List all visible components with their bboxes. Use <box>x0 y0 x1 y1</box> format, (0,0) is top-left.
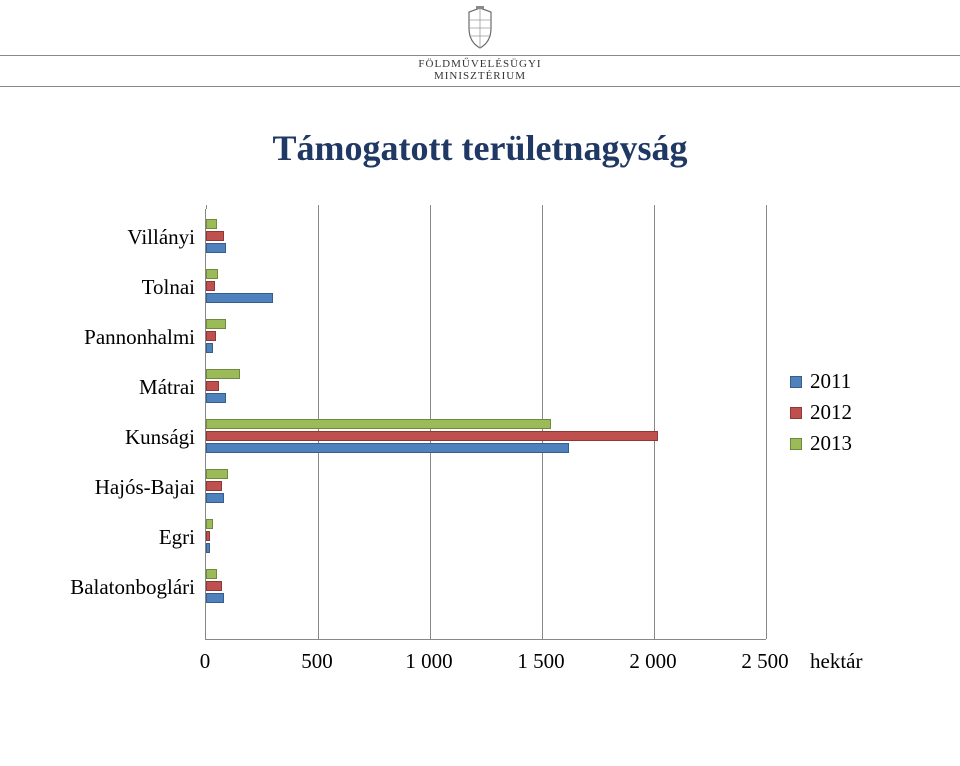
bar-2012 <box>206 331 216 341</box>
chart: Villányi Tolnai Pannonhalmi Mátrai Kunsági Ha… <box>50 209 910 709</box>
bar-2011 <box>206 443 569 453</box>
y-tick-label: Mátrai <box>50 375 195 400</box>
y-axis-labels: Villányi Tolnai Pannonhalmi Mátrai Kunsági Ha… <box>50 209 195 639</box>
legend-swatch-2013 <box>790 438 802 450</box>
chart-title: Támogatott területnagyság <box>0 127 960 169</box>
axis-tick <box>654 205 655 209</box>
bar-2011 <box>206 343 213 353</box>
legend-item-2013: 2013 <box>790 431 852 456</box>
bar-2013 <box>206 319 226 329</box>
axis-tick <box>766 205 767 209</box>
y-tick-label: Egri <box>50 525 195 550</box>
bar-2013 <box>206 469 228 479</box>
header-rule-bottom <box>0 86 960 87</box>
x-axis-labels: 05001 0001 5002 0002 500 <box>205 639 765 679</box>
y-tick-label: Villányi <box>50 225 195 250</box>
legend-swatch-2012 <box>790 407 802 419</box>
ministry-name-line2: MINISZTÉRIUM <box>0 70 960 82</box>
y-tick-label: Kunsági <box>50 425 195 450</box>
legend-item-2012: 2012 <box>790 400 852 425</box>
page-header: FÖLDMŰVELÉSÜGYI MINISZTÉRIUM <box>0 0 960 87</box>
x-tick-label: 2 500 <box>741 649 788 674</box>
x-tick-label: 500 <box>301 649 333 674</box>
x-tick-label: 2 000 <box>629 649 676 674</box>
bar-2013 <box>206 269 218 279</box>
bar-2012 <box>206 431 658 441</box>
gridline <box>654 209 655 639</box>
bar-2012 <box>206 481 222 491</box>
y-tick-label: Balatonboglári <box>50 575 195 600</box>
bar-2013 <box>206 569 217 579</box>
legend-label-2011: 2011 <box>810 369 851 394</box>
bar-2011 <box>206 493 224 503</box>
x-tick-label: 1 500 <box>517 649 564 674</box>
plot-area <box>205 209 766 640</box>
bar-2012 <box>206 281 215 291</box>
y-tick-label: Hajós-Bajai <box>50 475 195 500</box>
legend-label-2013: 2013 <box>810 431 852 456</box>
axis-tick <box>542 205 543 209</box>
legend-item-2011: 2011 <box>790 369 852 394</box>
bar-2013 <box>206 219 217 229</box>
bar-2012 <box>206 581 222 591</box>
axis-tick <box>318 205 319 209</box>
x-tick-label: 1 000 <box>405 649 452 674</box>
bar-2011 <box>206 393 226 403</box>
bar-2011 <box>206 293 273 303</box>
legend-label-2012: 2012 <box>810 400 852 425</box>
bar-2013 <box>206 519 213 529</box>
gridline <box>766 209 767 639</box>
bar-2012 <box>206 531 210 541</box>
axis-tick <box>430 205 431 209</box>
bar-2013 <box>206 419 551 429</box>
bar-2011 <box>206 593 224 603</box>
legend-swatch-2011 <box>790 376 802 388</box>
crest-icon <box>463 6 497 55</box>
header-rule-top <box>0 55 960 56</box>
bar-2011 <box>206 543 210 553</box>
bar-2012 <box>206 231 224 241</box>
x-tick-label: 0 <box>200 649 211 674</box>
bar-2011 <box>206 243 226 253</box>
x-axis-title: hektár <box>810 649 862 674</box>
legend: 2011 2012 2013 <box>790 369 852 462</box>
y-tick-label: Tolnai <box>50 275 195 300</box>
y-tick-label: Pannonhalmi <box>50 325 195 350</box>
ministry-name-line1: FÖLDMŰVELÉSÜGYI <box>0 58 960 70</box>
bar-2013 <box>206 369 240 379</box>
axis-tick <box>206 205 207 209</box>
bar-2012 <box>206 381 219 391</box>
